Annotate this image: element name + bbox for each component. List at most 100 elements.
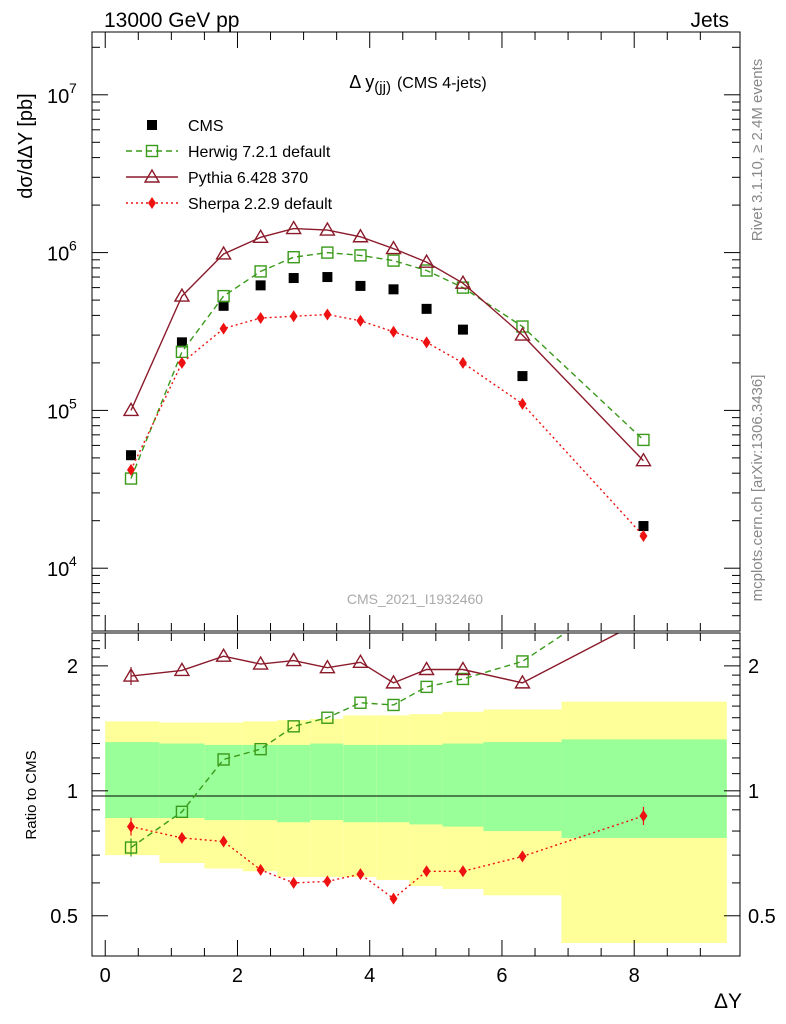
xlabel: ΔY: [714, 990, 742, 1013]
main-ylabel: dσ/dΔY [pb]: [15, 93, 37, 198]
main-point-herwig: [287, 251, 300, 264]
ratio-line-sherpa: [130, 815, 644, 900]
ratio-point-herwig: [516, 655, 529, 668]
main-point-data: [355, 280, 366, 291]
ratio-point-sherpa: [389, 892, 398, 905]
legend-marker-data: [147, 120, 157, 130]
main-series-group: [122, 220, 652, 542]
ratio-band-inner: [343, 744, 377, 823]
main-point-sherpa: [323, 308, 332, 321]
main-point-pythia: [122, 402, 140, 417]
legend-entry-data: CMS: [147, 118, 224, 135]
ratio-point-sherpa: [356, 868, 365, 881]
ratio-point-pythia: [454, 661, 472, 676]
main-point-herwig: [254, 265, 267, 278]
ratio-ytick-label-left: 2: [67, 656, 78, 678]
ratio-band-inner: [204, 744, 243, 821]
main-point-sherpa: [639, 529, 648, 542]
ytick-exponent: 5: [69, 395, 77, 411]
xtick-label: 6: [496, 965, 507, 987]
main-point-herwig: [217, 289, 230, 303]
ratio-point-pythia: [385, 674, 402, 689]
ratio-point-sherpa: [422, 865, 431, 878]
ratio-point-sherpa: [289, 876, 298, 889]
ratio-point-herwig: [287, 720, 300, 733]
main-point-data: [638, 521, 649, 532]
xtick-label: 2: [232, 965, 243, 987]
ratio-point-herwig: [124, 841, 138, 854]
ratio-point-sherpa: [323, 875, 332, 888]
ratio-point-herwig: [354, 696, 367, 709]
ratio-point-sherpa: [127, 820, 136, 833]
ratio-band-inner: [561, 739, 727, 838]
xtick-label: 8: [629, 965, 640, 987]
xtick-label: 4: [364, 965, 375, 987]
main-point-data: [322, 272, 333, 283]
ratio-point-pythia: [173, 662, 191, 677]
ratio-point-herwig: [420, 680, 433, 694]
main-point-pythia: [385, 240, 402, 255]
ratio-band-inner: [310, 743, 344, 821]
ratio-band-inner: [483, 742, 562, 832]
mcplots-label: mcplots.cern.ch [arXiv:1306.3436]: [749, 375, 766, 602]
legend-label: CMS: [188, 118, 224, 135]
main-point-sherpa: [256, 312, 265, 325]
ratio-point-pythia: [636, 613, 650, 625]
ytick-exponent: 7: [69, 80, 77, 96]
main-point-sherpa: [458, 356, 467, 369]
legend-entry-sherpa: Sherpa 2.2.9 default: [126, 196, 333, 213]
ratio-band-inner: [105, 742, 160, 819]
ratio-point-pythia: [319, 659, 336, 674]
main-point-sherpa: [422, 336, 431, 349]
header-right: Jets: [690, 9, 729, 32]
main-point-data: [421, 303, 432, 314]
main-line-herwig: [130, 251, 644, 479]
ratio-ytick-label-right: 2: [748, 656, 759, 678]
legend-marker-sherpa: [148, 197, 156, 209]
ratio-point-herwig: [175, 805, 189, 819]
main-point-data: [255, 280, 266, 291]
main-point-pythia: [215, 245, 232, 260]
main-point-herwig: [175, 345, 189, 359]
ratio-band-inner: [159, 743, 205, 819]
main-point-sherpa: [127, 463, 136, 476]
ytick-base: 10: [47, 244, 69, 266]
ratio-panel: 0.5 0.5 1 1 2 2 0 2 4 6 8 Ratio to CMS ΔY: [23, 613, 776, 1013]
title-tail: (CMS 4-jets): [397, 75, 487, 92]
legend-marker-herwig: [145, 144, 159, 158]
ratio-bands: [105, 701, 727, 943]
main-point-data: [388, 284, 399, 295]
ratio-point-herwig: [456, 672, 470, 686]
ratio-point-herwig: [254, 742, 267, 756]
ytick-base: 10: [47, 401, 69, 423]
ratio-point-pythia: [418, 661, 435, 676]
main-point-sherpa: [289, 310, 298, 323]
ratio-band-inner: [277, 744, 311, 823]
main-point-data: [218, 300, 229, 311]
main-point-data: [517, 371, 528, 382]
ratio-point-sherpa: [219, 835, 228, 848]
main-point-data: [288, 273, 299, 284]
legend-entry-pythia: Pythia 6.428 370: [126, 168, 308, 187]
ratio-series-group: [122, 613, 650, 905]
ratio-ytick-label-left: 1: [67, 781, 78, 803]
main-point-herwig: [516, 320, 529, 333]
main-point-pythia: [352, 228, 369, 243]
ratio-ytick-label-right: 1: [748, 781, 759, 803]
ratio-axis-ticks: [92, 632, 740, 957]
main-line-sherpa: [130, 313, 644, 537]
main-axis-ticks: [92, 32, 740, 632]
main-point-sherpa: [389, 325, 398, 338]
main-point-sherpa: [177, 356, 186, 369]
ratio-ytick-label-right: 0.5: [748, 906, 776, 928]
ratio-band-inner: [409, 744, 443, 825]
main-line-pythia: [130, 227, 644, 462]
main-ytick-label: 104: [47, 553, 77, 581]
ratio-ylabel: Ratio to CMS: [23, 750, 40, 839]
main-point-sherpa: [356, 314, 365, 327]
main-point-herwig: [420, 264, 433, 277]
main-point-pythia: [454, 274, 472, 289]
main-ytick-label: 106: [47, 238, 77, 266]
